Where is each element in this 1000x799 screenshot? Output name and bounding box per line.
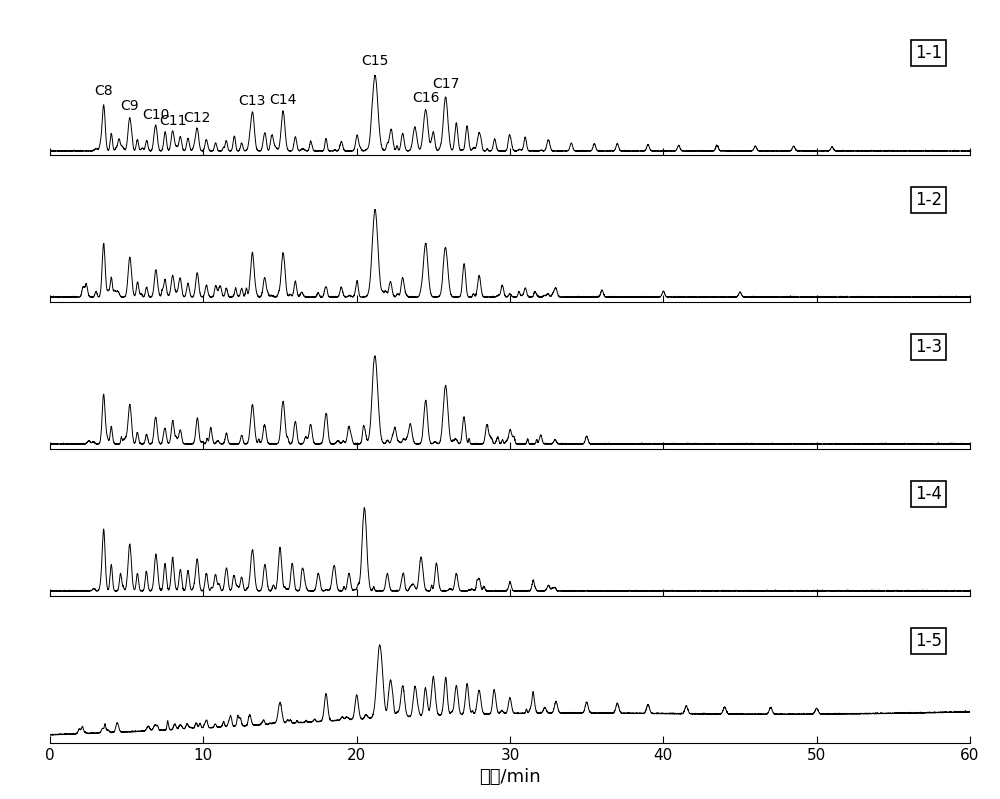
Text: C11: C11 [159, 113, 186, 128]
Text: 1-5: 1-5 [915, 632, 942, 650]
Text: C13: C13 [239, 93, 266, 108]
Text: C14: C14 [269, 93, 297, 107]
Text: 1-1: 1-1 [915, 44, 942, 62]
Text: C12: C12 [184, 111, 211, 125]
Text: C16: C16 [412, 90, 439, 105]
Text: C9: C9 [120, 99, 139, 113]
Text: 1-2: 1-2 [915, 191, 942, 209]
Text: 1-3: 1-3 [915, 338, 942, 356]
Text: C17: C17 [432, 78, 459, 91]
Text: C10: C10 [142, 108, 169, 121]
Text: 1-4: 1-4 [915, 485, 942, 503]
Text: C15: C15 [361, 54, 389, 68]
X-axis label: 时间/min: 时间/min [479, 769, 541, 786]
Text: C8: C8 [94, 85, 113, 98]
